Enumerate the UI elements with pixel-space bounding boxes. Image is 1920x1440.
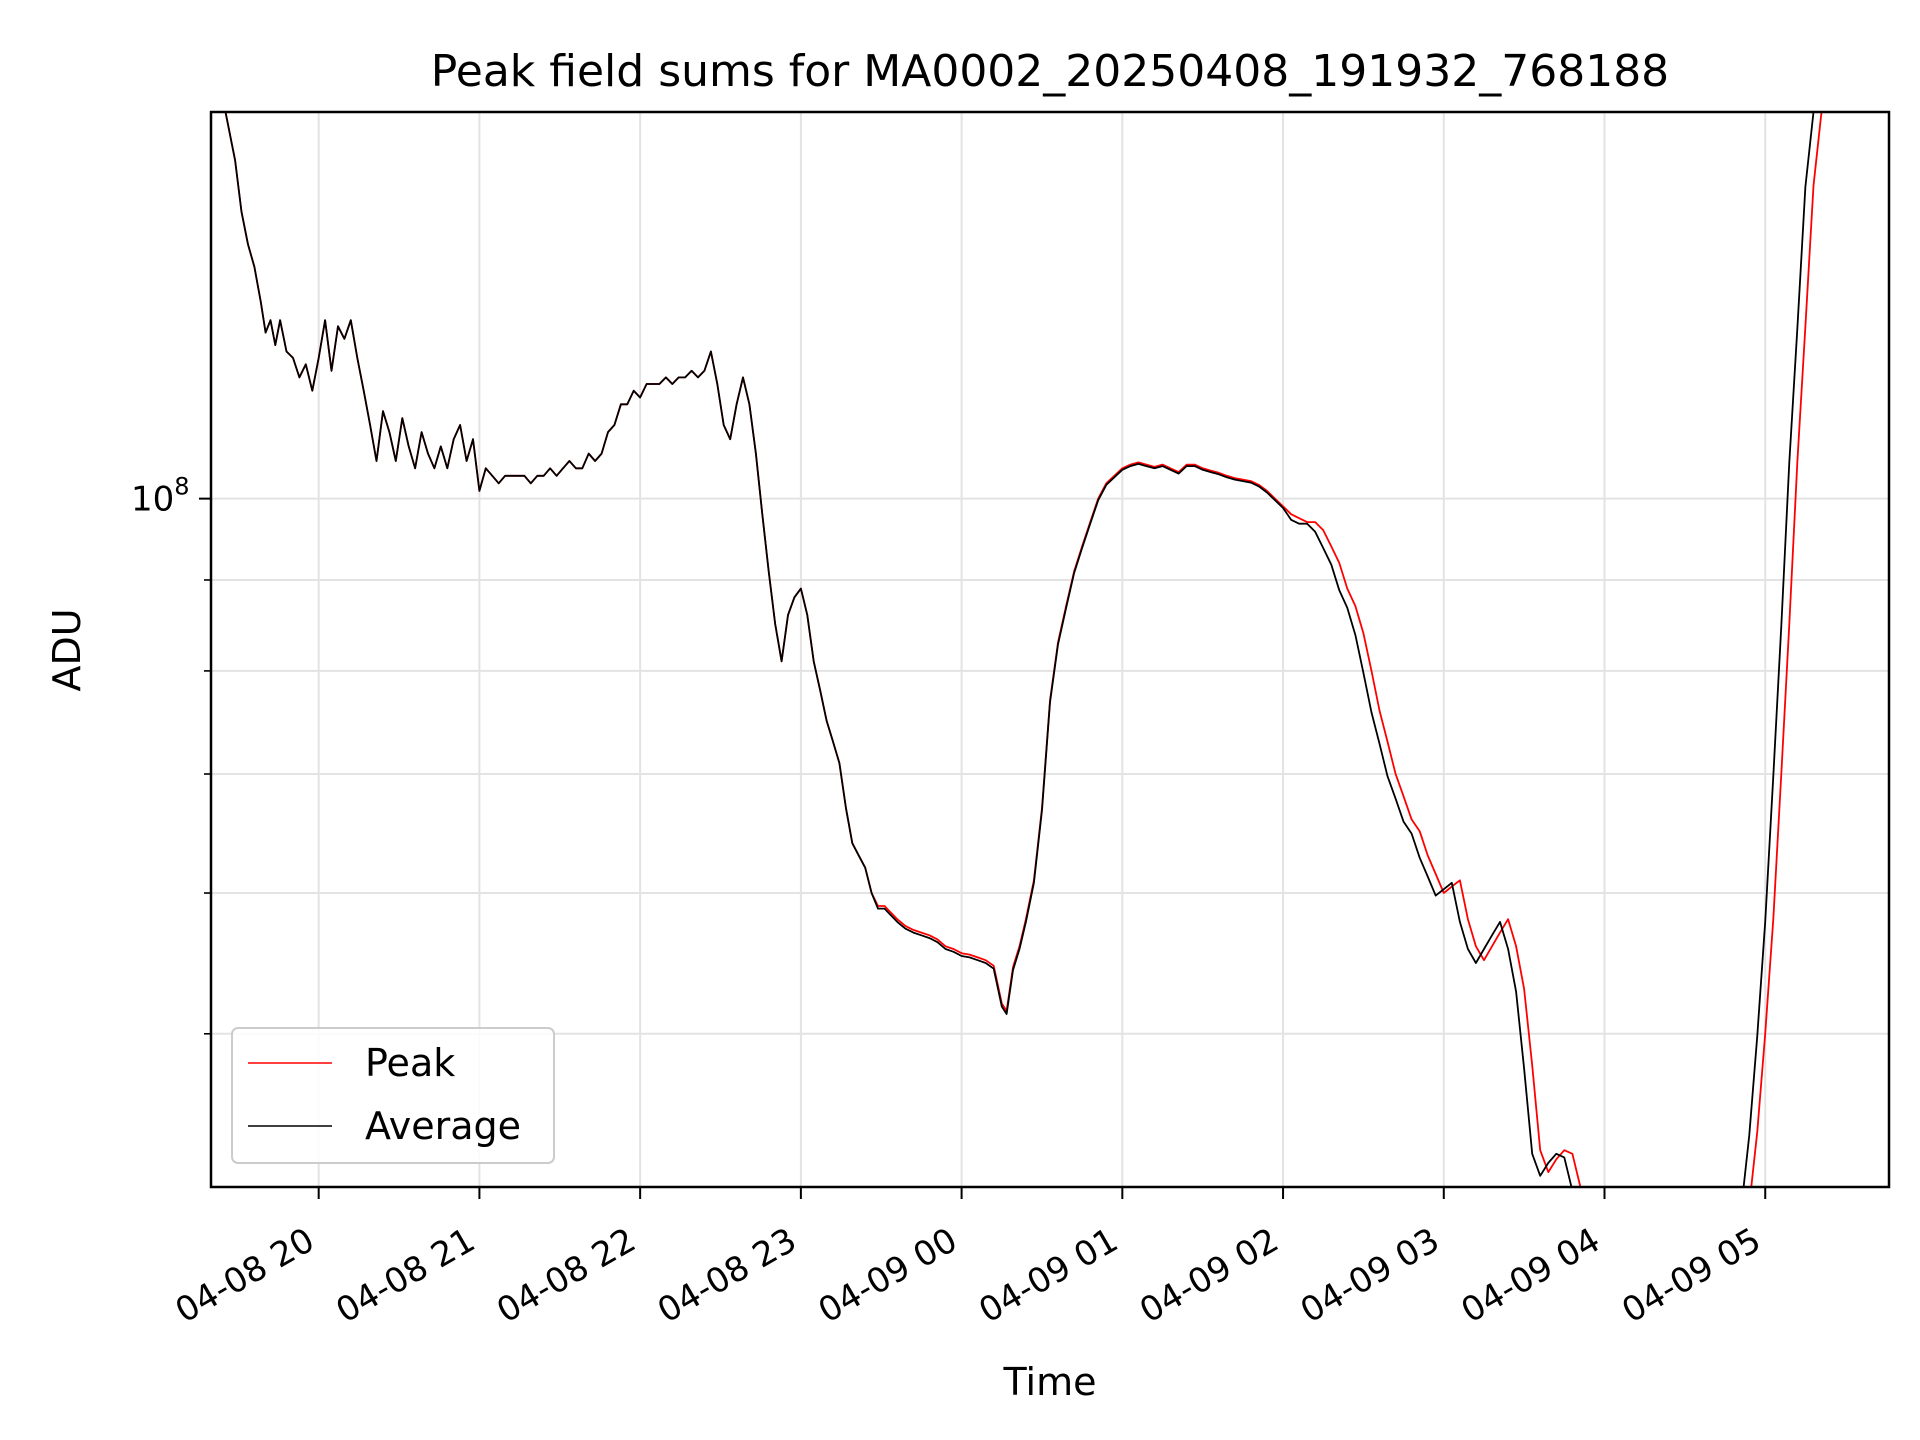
y-axis-ticks: 108 <box>131 473 211 1035</box>
legend-box <box>231 1027 555 1164</box>
x-gridlines <box>317 112 1767 1187</box>
plot-frame <box>209 110 1891 1189</box>
y-gridlines <box>211 497 1889 1035</box>
legend: Peak Average <box>231 1027 555 1164</box>
y-axis-label: ADU <box>45 608 89 691</box>
y-tick-label: 108 <box>131 473 190 520</box>
x-axis-label: Time <box>1003 1360 1097 1404</box>
series-line-average <box>211 112 1815 1187</box>
legend-label-average: Average <box>365 1104 521 1148</box>
series-layer <box>211 112 1823 1187</box>
legend-label-peak: Peak <box>365 1041 455 1085</box>
chart-title: Peak field sums for MA0002_20250408_1919… <box>431 46 1669 97</box>
